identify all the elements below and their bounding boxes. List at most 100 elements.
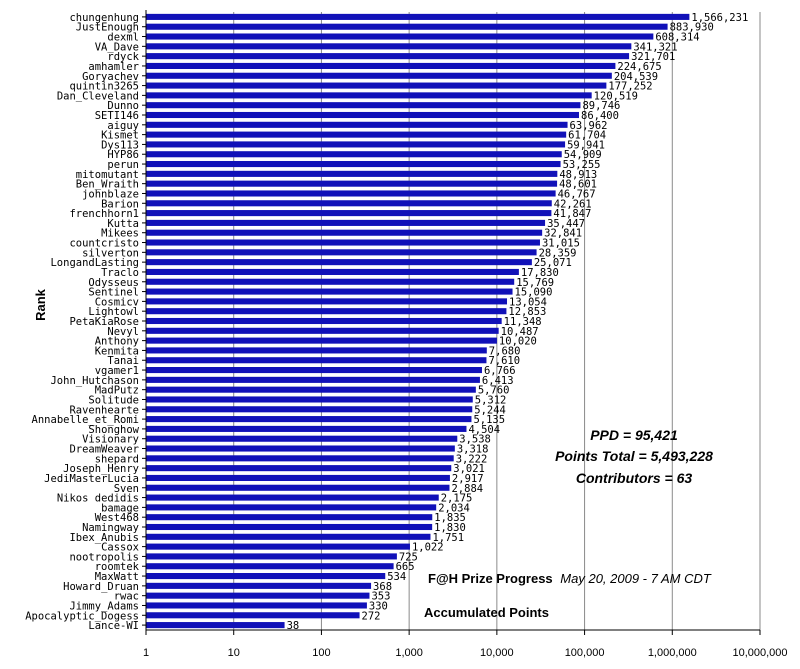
x-axis-title: Accumulated Points — [424, 605, 549, 620]
bar — [146, 386, 476, 393]
value-label: 4,504 — [468, 424, 500, 436]
category-label: mitomutant — [76, 169, 139, 181]
bar — [146, 82, 607, 89]
bars-group — [146, 13, 690, 629]
stat-contributors: Contributors = 63 — [576, 470, 693, 486]
category-label: chungenhung — [69, 12, 139, 24]
bar — [146, 62, 616, 69]
value-label: 353 — [371, 591, 390, 603]
category-label: quintin3265 — [69, 81, 139, 93]
bar — [146, 357, 487, 364]
bar — [146, 229, 543, 236]
category-label: Annabelle_et_Romi — [32, 414, 139, 426]
value-label: 272 — [362, 610, 381, 622]
category-label: Anthony — [95, 336, 139, 348]
bar — [146, 376, 480, 383]
value-label: 3,222 — [456, 453, 488, 465]
value-label: 321,701 — [631, 51, 675, 63]
category-label: Lightowl — [88, 306, 139, 318]
value-label: 883,930 — [670, 22, 714, 34]
value-label: 177,252 — [608, 81, 652, 93]
bar — [146, 33, 654, 40]
value-labels: 1,566,231883,930608,314341,321321,701224… — [287, 12, 749, 632]
bar — [146, 268, 519, 275]
category-label: Visionary — [82, 434, 139, 446]
category-label: rwac — [114, 591, 139, 603]
value-label: 341,321 — [633, 41, 677, 53]
value-label: 48,913 — [559, 169, 597, 181]
bar — [146, 249, 537, 256]
value-label: 665 — [396, 561, 415, 573]
value-label: 54,909 — [564, 149, 602, 161]
value-label: 7,680 — [489, 345, 521, 357]
category-label: Traclo — [101, 267, 139, 279]
category-label: Ibex_Anubis — [69, 532, 139, 544]
category-label: Barion — [101, 198, 139, 210]
category-label: Nevyl — [107, 326, 139, 338]
category-labels: chungenhungJustEnoughdexmlVA_Daverdyckam… — [25, 12, 139, 632]
category-label: Dunno — [107, 100, 139, 112]
value-label: 53,255 — [563, 159, 601, 171]
value-label: 6,766 — [484, 365, 516, 377]
value-label: 86,400 — [581, 110, 619, 122]
bar — [146, 533, 431, 540]
bar — [146, 317, 502, 325]
value-label: 608,314 — [655, 32, 699, 44]
stat-ppd: PPD = 95,421 — [590, 427, 678, 443]
value-label: 1,835 — [434, 512, 466, 524]
bar — [146, 504, 437, 511]
value-label: 1,566,231 — [691, 12, 748, 24]
value-label: 17,830 — [521, 267, 559, 279]
value-label: 5,760 — [478, 385, 510, 397]
value-label: 59,941 — [567, 139, 605, 151]
category-label: Sven — [114, 483, 139, 495]
bar — [146, 553, 397, 560]
category-label: VA_Dave — [95, 41, 139, 53]
category-label: dexml — [107, 32, 139, 44]
category-label: aiguy — [107, 120, 139, 132]
bar — [146, 445, 455, 452]
category-label: frenchhorn1 — [69, 208, 139, 220]
category-label: Jimmy_Adams — [69, 600, 139, 612]
value-label: 725 — [399, 551, 418, 563]
bar — [146, 72, 612, 79]
x-tick-label: 10 — [228, 647, 240, 659]
category-label: LongandLasting — [50, 257, 139, 269]
bar — [146, 298, 508, 305]
value-label: 38 — [287, 620, 300, 632]
x-axis — [142, 10, 761, 635]
category-label: Tanai — [107, 355, 139, 367]
value-label: 15,090 — [515, 287, 553, 299]
caption-date: May 20, 2009 - 7 AM CDT — [560, 571, 712, 586]
bar — [146, 465, 452, 472]
bar — [146, 239, 540, 246]
value-label: 2,175 — [441, 493, 473, 505]
category-label: shepard — [95, 453, 139, 465]
value-label: 534 — [387, 571, 406, 583]
value-label: 1,830 — [434, 522, 466, 534]
stat-points-total: Points Total = 5,493,228 — [555, 448, 713, 464]
bar — [146, 494, 439, 501]
bar — [146, 347, 487, 354]
category-label: West468 — [95, 512, 139, 524]
category-label: Solitude — [88, 394, 139, 406]
bar — [146, 592, 370, 599]
chart-caption: F@H Prize Progress May 20, 2009 - 7 AM C… — [428, 571, 712, 586]
value-label: 6,413 — [482, 375, 514, 387]
category-label: Lance-WI — [88, 620, 139, 632]
category-label: Ravenhearte — [69, 404, 139, 416]
category-label: SETI146 — [95, 110, 139, 122]
category-label: Cassox — [101, 542, 139, 554]
bar — [146, 523, 433, 531]
category-label: Dan_Cleveland — [57, 90, 139, 102]
category-label: Dys113 — [101, 139, 139, 151]
value-label: 61,704 — [568, 130, 606, 142]
bar — [146, 102, 581, 109]
bar — [146, 131, 567, 138]
bar — [146, 151, 562, 158]
category-label: HYP86 — [107, 149, 139, 161]
category-label: nootropolis — [69, 551, 139, 563]
value-label: 5,244 — [474, 404, 506, 416]
bar — [146, 327, 499, 334]
bar — [146, 180, 558, 187]
